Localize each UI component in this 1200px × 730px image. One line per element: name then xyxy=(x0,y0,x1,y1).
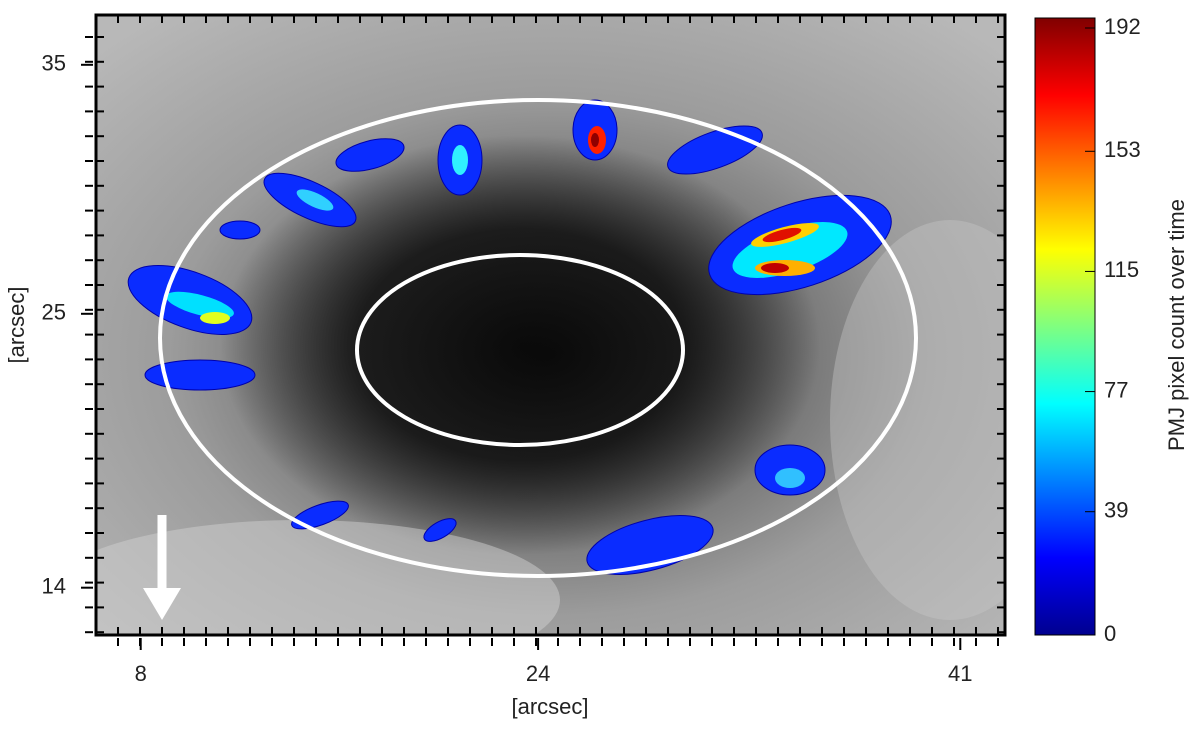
y-tick-label: 35 xyxy=(42,51,66,76)
y-axis-label: [arcsec] xyxy=(4,286,29,363)
colorbar-label: PMJ pixel count over time xyxy=(1164,199,1189,451)
inner-boundary xyxy=(355,253,685,447)
solar-image xyxy=(96,15,1005,635)
colorbar xyxy=(1034,17,1096,636)
y-tick-label: 25 xyxy=(42,300,66,325)
colorbar-tick-label: 153 xyxy=(1104,137,1141,162)
x-tick-label: 41 xyxy=(948,661,972,686)
y-tick-label: 14 xyxy=(42,574,66,599)
colorbar-tick-label: 0 xyxy=(1104,621,1116,646)
direction-arrow xyxy=(143,515,181,620)
colorbar-tick-label: 39 xyxy=(1104,498,1128,523)
colorbar-tick-label: 115 xyxy=(1104,257,1139,282)
outer-boundary xyxy=(158,98,918,578)
x-tick-label: 8 xyxy=(135,661,147,686)
colorbar-tick-label: 77 xyxy=(1104,377,1128,402)
x-tick-label: 24 xyxy=(526,661,550,686)
pmj-hot-spots xyxy=(166,126,848,488)
plot-frame xyxy=(94,13,1007,637)
x-axis-label: [arcsec] xyxy=(511,694,588,719)
colorbar-tick-label: 192 xyxy=(1104,14,1141,39)
